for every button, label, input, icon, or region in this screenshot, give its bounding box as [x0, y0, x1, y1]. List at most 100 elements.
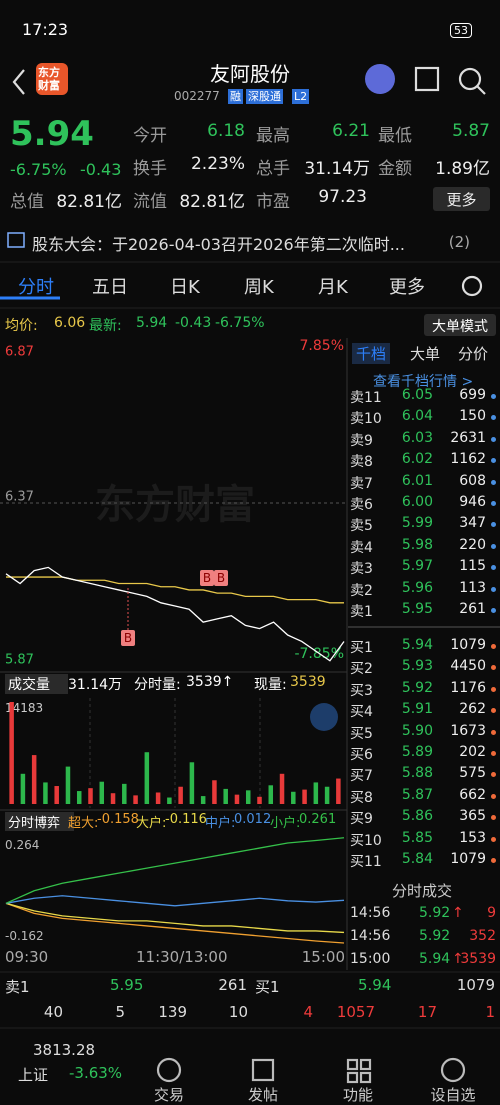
mode-button[interactable]: 大单模式	[432, 319, 488, 335]
book-level: 卖6	[350, 497, 373, 513]
book-dot	[491, 436, 496, 442]
book-level: 买2	[350, 661, 373, 678]
y-tick-label: -0.162	[5, 929, 44, 943]
bq-volume: 1079	[456, 976, 495, 994]
time-label: 11:30/13:00	[136, 948, 228, 966]
volume-label[interactable]: 成交量	[5, 674, 68, 694]
search-icon[interactable]	[458, 67, 482, 91]
book-price: 5.92	[401, 679, 433, 696]
notice-text[interactable]: 股东大会：于2026-04-03召开2026年第二次临时...	[32, 235, 405, 254]
book-volume: 115	[459, 558, 486, 575]
signal-label: B	[124, 631, 132, 645]
book-price: 5.94	[401, 637, 433, 653]
tab[interactable]: 周K	[244, 277, 274, 298]
trade-time: 14:56	[350, 928, 391, 944]
fund-line	[5, 895, 345, 907]
nav-item[interactable]: 交易	[153, 1086, 184, 1104]
book-volume: 699	[459, 387, 486, 403]
fund-line	[5, 902, 345, 944]
book-tab[interactable]: 千档	[352, 343, 391, 364]
tab[interactable]: 月K	[318, 277, 348, 298]
trade-price: 5.92	[419, 905, 451, 921]
nav-item[interactable]: 设自选	[430, 1086, 476, 1104]
book-price: 5.88	[401, 765, 433, 782]
more-button-bg[interactable]	[433, 187, 490, 211]
trade-arrow: ↑	[452, 905, 464, 921]
book-level: 买8	[350, 789, 373, 806]
field-value: 2.23%	[190, 154, 245, 174]
tab[interactable]: 日K	[170, 277, 200, 298]
minute-label: 分时量:	[134, 677, 181, 693]
book-volume: 575	[459, 765, 486, 782]
volume-bar	[223, 788, 228, 804]
mode-button-bg[interactable]	[424, 314, 496, 336]
signal-box	[214, 570, 228, 586]
book-tab[interactable]: 大单	[410, 345, 441, 363]
y-tick-label: 6.87	[5, 345, 34, 360]
book-level: 卖5	[350, 518, 373, 535]
signal-label: B	[203, 571, 211, 585]
fund-label[interactable]: 分时博弈	[5, 812, 75, 831]
index-value[interactable]: 3813.28	[33, 1041, 96, 1059]
tab[interactable]: 分时	[18, 277, 54, 298]
volume-bar	[43, 782, 48, 804]
legend-name: 中户:	[205, 816, 236, 831]
book-tab[interactable]: 分价	[458, 345, 489, 363]
settings-icon[interactable]	[461, 275, 483, 297]
change: -0.43	[80, 160, 122, 179]
avatar-icon[interactable]	[365, 64, 395, 94]
volume-bar	[336, 778, 341, 804]
volume-bar	[268, 785, 274, 804]
book-dot	[491, 729, 496, 735]
book-level: 卖1	[350, 604, 373, 620]
book-level: 卖9	[350, 432, 373, 449]
y-tick-label: 5.87	[5, 653, 34, 668]
book-link[interactable]: 查看千档行情 >	[373, 374, 474, 390]
nav-item[interactable]: 发帖	[247, 1086, 278, 1104]
book-volume: 608	[459, 472, 486, 489]
book-dot	[491, 501, 496, 506]
info-avg-label: 均价:	[5, 318, 38, 334]
book-volume: 946	[459, 494, 486, 510]
book-volume: 1162	[450, 451, 486, 468]
back-icon[interactable]	[12, 69, 25, 95]
volume-bar	[122, 783, 127, 804]
tab[interactable]: 五日	[92, 277, 128, 298]
volume-bar	[257, 796, 262, 804]
signal-box	[200, 570, 214, 586]
index-name[interactable]: 上证	[18, 1066, 49, 1084]
field-value: 97.23	[318, 187, 367, 207]
fund-chart: 0.264 -0.162	[5, 837, 345, 944]
more-button[interactable]: 更多	[446, 191, 477, 209]
book-volume: 347	[459, 515, 486, 532]
stock-code: 002277	[174, 89, 220, 103]
tab[interactable]: 更多	[389, 277, 425, 298]
expand-icon[interactable]	[310, 703, 338, 731]
volume-bar	[110, 793, 116, 804]
stock-tag: 深股通	[246, 89, 283, 104]
nav-item[interactable]: 功能	[342, 1086, 373, 1104]
legend-name: 超大:	[68, 816, 99, 831]
book-dot	[491, 858, 496, 863]
field-value: 5.87	[452, 121, 490, 141]
field-label: 总值	[10, 192, 44, 212]
book-dot	[491, 815, 496, 821]
field-label: 今开	[133, 126, 167, 146]
book-price: 5.86	[401, 808, 433, 825]
search-handle	[476, 85, 486, 95]
book-price: 5.85	[401, 829, 433, 846]
volume-bar	[9, 702, 14, 804]
volume-bar	[155, 792, 161, 804]
book-volume: 261	[459, 601, 486, 617]
book-volume: 1079	[450, 637, 486, 653]
bq-count: 1	[485, 1003, 495, 1021]
book-level: 买9	[350, 811, 373, 828]
index-change[interactable]: -3.63%	[69, 1064, 123, 1082]
logo-text: 东方	[38, 66, 60, 79]
book-price: 5.89	[401, 744, 433, 760]
share-icon[interactable]	[414, 66, 440, 92]
logo-bg	[36, 63, 68, 95]
trade-time: 14:56	[350, 905, 391, 921]
